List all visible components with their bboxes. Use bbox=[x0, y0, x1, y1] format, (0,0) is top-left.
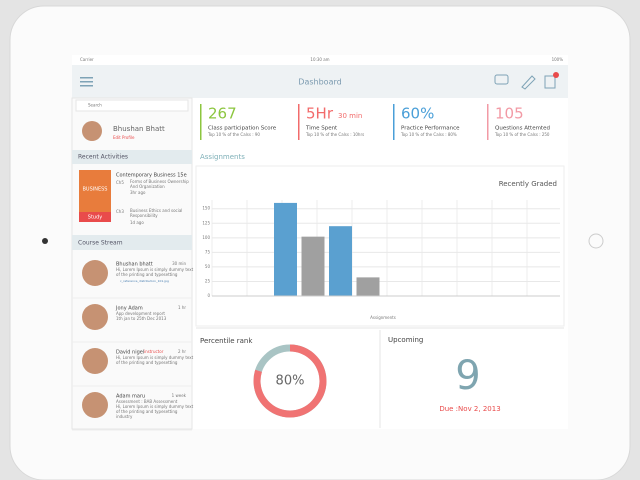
time: 30 min bbox=[172, 261, 186, 266]
stream-text: Hi, Lorem Ipsum is simply dummy text bbox=[116, 355, 194, 360]
section-band bbox=[72, 150, 192, 164]
author: Jony Adam bbox=[115, 306, 143, 312]
book-title: Contemporary Business 15e bbox=[116, 173, 187, 179]
attachment: c_reference_distribution_101.jpg bbox=[120, 279, 169, 283]
activity-text: Business Ethics and social bbox=[130, 208, 182, 213]
stat-label: Questions Attemted bbox=[495, 126, 550, 132]
y-tick-label: 25 bbox=[205, 278, 211, 283]
stream-text: Assessment : BAB Assessment bbox=[116, 399, 178, 404]
stat-border bbox=[487, 104, 489, 140]
y-tick-label: 75 bbox=[205, 249, 211, 254]
stat-border bbox=[200, 104, 202, 140]
stat-note: Top 10 % of the Calss : 250 bbox=[494, 132, 550, 137]
activity-text: Forms of Business Ownership bbox=[130, 179, 189, 184]
stat-value: 105 bbox=[495, 105, 524, 123]
battery: 100% bbox=[552, 57, 564, 62]
stat-note: Top 10 % of the Calss : 10hrs bbox=[305, 132, 364, 137]
stream-text: Hi, Lorem Ipsum is simply dummy text bbox=[116, 404, 194, 409]
stat-border bbox=[393, 104, 395, 140]
activity-time: 3hr ago bbox=[130, 190, 146, 195]
chapter: Ch5 bbox=[116, 180, 124, 185]
upcoming-count: 9 bbox=[455, 353, 480, 399]
stream-text: Hi, Lorem Ipsum is simply dummy text bbox=[116, 267, 194, 272]
activity-text: Responsibility bbox=[130, 213, 158, 218]
header bbox=[72, 65, 568, 98]
time: 1 week bbox=[172, 393, 187, 398]
stat-unit: 30 min bbox=[338, 112, 362, 120]
x-axis-label: Assignments bbox=[370, 315, 396, 320]
y-tick-label: 100 bbox=[202, 235, 210, 240]
carrier: Carrier bbox=[80, 57, 94, 62]
notes-icon[interactable] bbox=[544, 75, 556, 89]
bar bbox=[329, 226, 352, 296]
activity-text: And Organization bbox=[130, 184, 165, 189]
author: David nigel bbox=[116, 350, 144, 356]
study-button[interactable] bbox=[79, 212, 111, 222]
stream-text: of the printing and typesetting bbox=[116, 409, 178, 414]
profile-name: Bhushan Bhatt bbox=[113, 125, 165, 133]
stream-text: App development report bbox=[116, 311, 165, 316]
avatar bbox=[82, 121, 102, 141]
avatar bbox=[82, 304, 108, 330]
search-placeholder: Search bbox=[88, 103, 102, 108]
activity-time: 1d ago bbox=[130, 220, 144, 225]
book-cover-title: BUSINESS bbox=[83, 187, 108, 193]
stat-label: Class participation Score bbox=[208, 126, 277, 132]
header-title: Dashboard bbox=[298, 78, 341, 87]
stat-border bbox=[298, 104, 300, 140]
chart-panel bbox=[195, 165, 565, 327]
section-title: Course Stream bbox=[78, 240, 123, 247]
stat-note: Top 10 % of the Calss : 90 bbox=[207, 132, 260, 137]
home-button bbox=[588, 233, 604, 249]
donut-arc bbox=[253, 344, 327, 418]
due-date: Due :Nov 2, 2013 bbox=[439, 405, 500, 413]
assignments-title: Assignments bbox=[200, 153, 245, 161]
author: Adam maru bbox=[116, 394, 145, 400]
role: instructor bbox=[144, 349, 164, 354]
stat-value: 267 bbox=[208, 105, 237, 123]
chat-icon[interactable] bbox=[494, 74, 509, 85]
stat-label: Time Spent bbox=[305, 126, 338, 132]
y-tick-label: 125 bbox=[202, 220, 210, 225]
book-cover bbox=[79, 170, 111, 213]
stream-text: of the printing and typesetting bbox=[116, 360, 178, 365]
avatar bbox=[82, 260, 108, 286]
stat-value: 60% bbox=[401, 105, 434, 123]
avatar bbox=[82, 392, 108, 418]
y-tick-label: 50 bbox=[205, 264, 211, 269]
upcoming-title: Upcoming bbox=[388, 336, 423, 344]
stream-text: industry bbox=[116, 414, 133, 419]
y-tick-label: 0 bbox=[207, 293, 210, 298]
time: 1 hr bbox=[178, 305, 186, 310]
percentile-title: Percentile rank bbox=[200, 337, 253, 345]
percentile-label: 80% bbox=[276, 374, 305, 389]
camera bbox=[42, 238, 48, 244]
bar bbox=[356, 277, 380, 296]
time: 2 hr bbox=[178, 349, 186, 354]
stream-text: of the printing and typesetting bbox=[116, 272, 178, 277]
author: Bhushan bhatt bbox=[116, 262, 153, 268]
avatar bbox=[82, 348, 108, 374]
chart-title: Recently Graded bbox=[499, 180, 557, 188]
search-box[interactable] bbox=[75, 99, 189, 112]
stat-note: Top 10 % of the Calss : 80% bbox=[400, 132, 457, 137]
bar bbox=[301, 236, 325, 296]
edit-profile[interactable]: Edit Profile bbox=[113, 135, 135, 140]
y-tick-label: 150 bbox=[202, 206, 210, 211]
stream-text: 1th jan to 25th Dec 2013 bbox=[116, 316, 167, 321]
section-title: Recent Activities bbox=[78, 154, 128, 161]
menu-button[interactable] bbox=[80, 77, 93, 87]
badge bbox=[553, 72, 559, 78]
stat-value: 5Hr bbox=[306, 105, 334, 123]
stat-label: Practice Performance bbox=[401, 126, 460, 132]
chapter: Ch3 bbox=[116, 209, 124, 214]
edit-icon[interactable] bbox=[521, 75, 536, 90]
bar bbox=[274, 202, 297, 296]
section-band bbox=[72, 235, 192, 250]
clock: 10:30 am bbox=[310, 57, 329, 62]
study-label: Study bbox=[88, 215, 102, 221]
